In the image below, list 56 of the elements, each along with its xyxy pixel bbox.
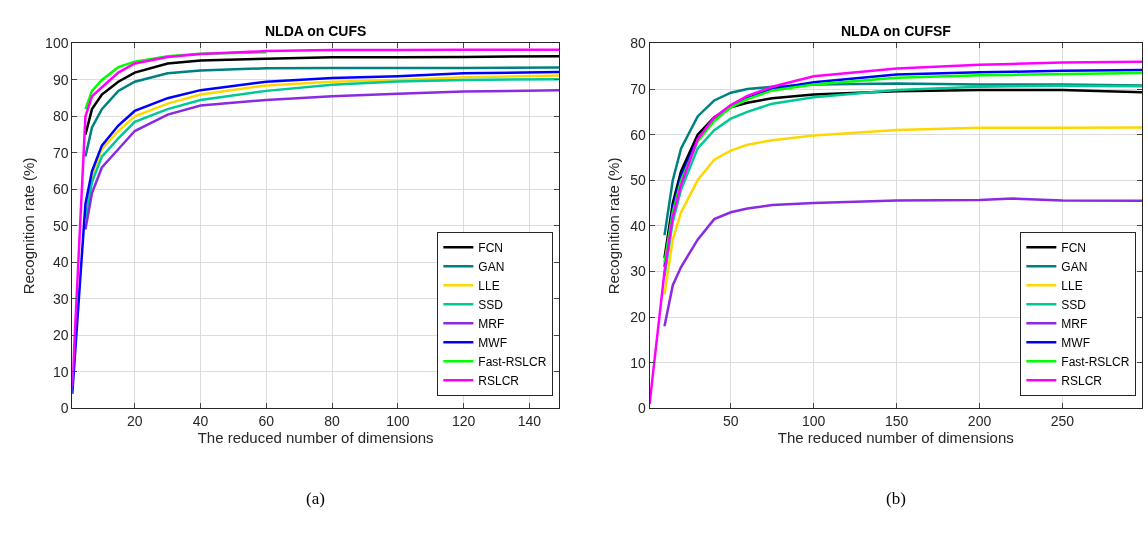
y-axis-title: Recognition rate (%) xyxy=(605,157,623,295)
y-tick-label: 0 xyxy=(637,400,646,417)
x-tick-label: 50 xyxy=(723,413,739,430)
y-tick-label: 60 xyxy=(52,181,69,198)
y-tick-label: 70 xyxy=(630,80,646,97)
y-tick-label: 70 xyxy=(52,144,69,161)
legend-label: GAN xyxy=(1061,259,1088,274)
legend-label: RSLCR xyxy=(1061,373,1103,388)
x-tick-label: 150 xyxy=(884,413,909,430)
x-axis-title: The reduced number of dimensions xyxy=(777,429,1014,447)
y-tick-label: 40 xyxy=(52,254,69,271)
legend-label: Fast-RSLCR xyxy=(1061,354,1130,369)
y-tick-label: 50 xyxy=(630,172,646,189)
y-tick-label: 10 xyxy=(52,363,69,380)
legend-label: LLE xyxy=(478,278,500,293)
legend-label: GAN xyxy=(478,259,505,274)
legend-label: Fast-RSLCR xyxy=(478,354,547,369)
y-tick-label: 50 xyxy=(52,217,69,234)
x-tick-label: 120 xyxy=(451,413,476,430)
text: (a) xyxy=(306,489,325,508)
legend-label: RSLCR xyxy=(478,373,520,388)
chart-title: NLDA on CUFS xyxy=(265,23,367,39)
y-tick-label: 0 xyxy=(60,400,69,417)
x-tick-label: 20 xyxy=(126,413,143,430)
y-tick-label: 30 xyxy=(52,290,69,307)
legend-label: LLE xyxy=(1061,278,1083,293)
legend-label: MRF xyxy=(1061,316,1088,331)
chart-title: NLDA on CUFSF xyxy=(841,23,952,39)
y-axis-title: Recognition rate (%) xyxy=(20,157,38,295)
x-tick-label: 140 xyxy=(517,413,542,430)
y-tick-label: 80 xyxy=(630,35,646,52)
y-tick-label: 20 xyxy=(52,327,69,344)
x-tick-label: 100 xyxy=(386,413,410,430)
legend-label: MRF xyxy=(478,316,505,331)
y-tick-label: 100 xyxy=(45,35,69,52)
legend-label: FCN xyxy=(478,240,504,255)
y-tick-label: 60 xyxy=(630,126,646,143)
y-tick-label: 80 xyxy=(52,108,69,125)
x-tick-label: 100 xyxy=(802,413,826,430)
y-tick-label: 10 xyxy=(630,354,646,371)
legend-label: SSD xyxy=(1061,297,1087,312)
text: (b) xyxy=(886,489,906,508)
x-axis-title: The reduced number of dimensions xyxy=(197,429,434,447)
legend-label: FCN xyxy=(1061,240,1087,255)
x-tick-label: 40 xyxy=(192,413,209,430)
legend-label: SSD xyxy=(478,297,504,312)
y-tick-label: 30 xyxy=(630,263,646,280)
y-tick-label: 90 xyxy=(52,71,69,88)
legend-label: MWF xyxy=(1061,335,1090,350)
legend-label: MWF xyxy=(478,335,508,350)
x-tick-label: 200 xyxy=(967,413,992,430)
y-tick-label: 40 xyxy=(630,217,646,234)
x-tick-label: 80 xyxy=(324,413,341,430)
x-tick-label: 250 xyxy=(1050,413,1075,430)
y-tick-label: 20 xyxy=(630,309,646,326)
x-tick-label: 60 xyxy=(258,413,275,430)
